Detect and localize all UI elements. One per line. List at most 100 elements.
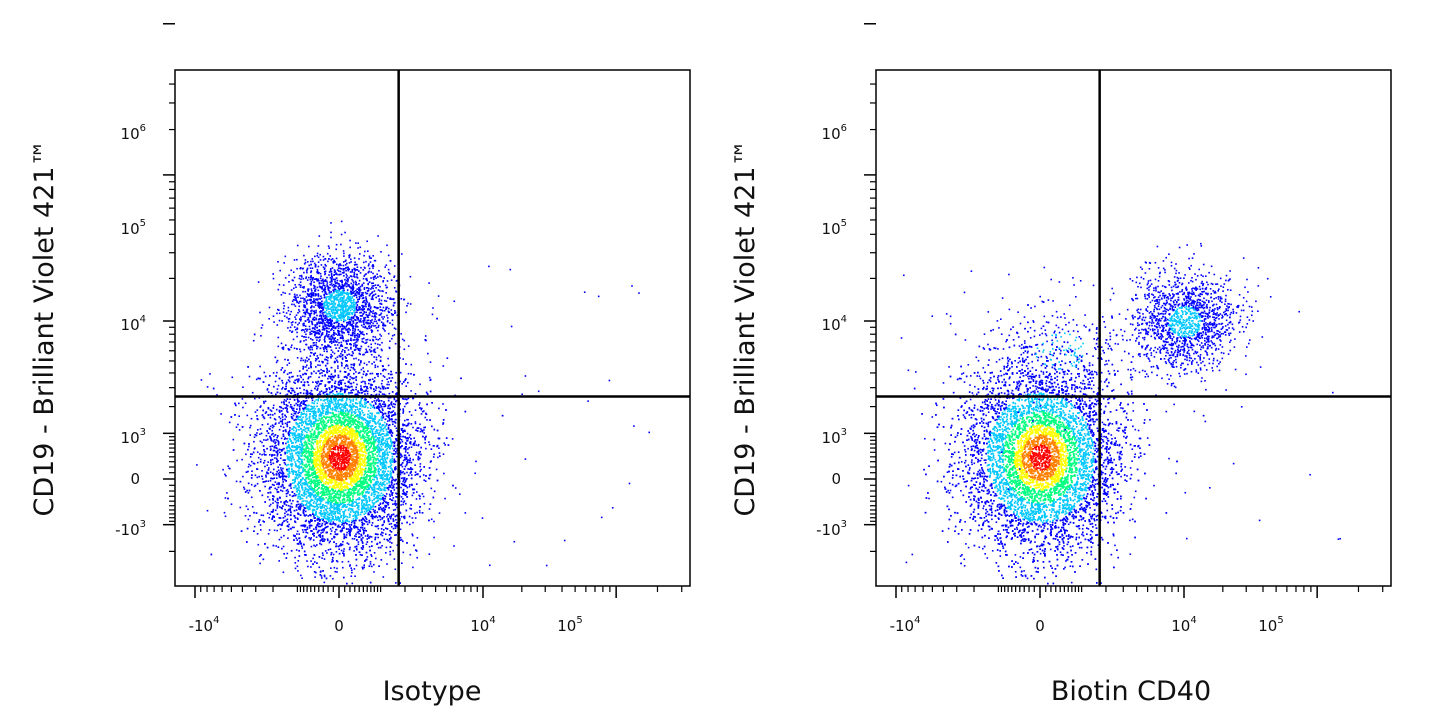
- event-dot: [351, 489, 353, 491]
- event-dot: [299, 453, 301, 455]
- event-dot: [346, 506, 348, 508]
- event-dot: [356, 414, 359, 416]
- event-dot: [306, 364, 308, 367]
- event-dot: [361, 502, 363, 504]
- event-dot: [373, 502, 376, 504]
- event-dot: [336, 496, 338, 499]
- event-dot: [342, 480, 345, 483]
- event-dot: [324, 550, 327, 552]
- event-dot: [349, 546, 351, 549]
- event-dot: [294, 567, 297, 570]
- event-dot: [303, 464, 306, 466]
- event-dot: [423, 502, 426, 505]
- event-dot: [334, 490, 337, 493]
- event-dot: [377, 484, 380, 487]
- event-dot: [323, 459, 326, 461]
- event-dot: [325, 445, 328, 448]
- event-dot: [394, 453, 396, 455]
- event-dot: [378, 507, 380, 509]
- event-dot: [312, 442, 314, 444]
- event-dot: [302, 531, 305, 533]
- event-dot: [335, 408, 337, 410]
- event-dot: [362, 433, 364, 436]
- event-dot: [336, 560, 339, 563]
- event-dot: [353, 364, 355, 367]
- event-dot: [251, 506, 254, 508]
- event-dot: [350, 567, 352, 569]
- event-dot: [306, 532, 309, 534]
- event-dot: [317, 410, 319, 412]
- event-dot: [359, 404, 361, 406]
- event-dot: [381, 393, 384, 395]
- event-dot: [338, 347, 341, 349]
- event-dot: [292, 389, 295, 392]
- event-dot: [303, 493, 306, 496]
- event-dot: [386, 442, 389, 444]
- event-dot: [348, 507, 351, 510]
- event-dot: [318, 566, 321, 569]
- event-dot: [400, 504, 402, 506]
- event-dot: [358, 418, 361, 420]
- event-dot: [291, 506, 294, 508]
- event-dot: [341, 399, 344, 402]
- event-dot: [325, 427, 327, 429]
- event-dot: [322, 478, 324, 480]
- event-dot: [303, 402, 305, 404]
- event-dot: [357, 493, 359, 495]
- event-dot: [325, 467, 328, 469]
- event-dot: [411, 494, 414, 497]
- event-dot: [337, 494, 340, 496]
- event-dot: [385, 493, 388, 495]
- event-dot: [366, 390, 369, 393]
- event-dot: [276, 388, 279, 390]
- event-dot: [196, 464, 198, 466]
- event-dot: [230, 503, 233, 505]
- event-dot: [303, 495, 305, 497]
- event-dot: [338, 477, 341, 479]
- event-dot: [365, 442, 368, 444]
- event-dot: [295, 537, 298, 539]
- event-dot: [327, 466, 329, 469]
- event-dot: [346, 429, 349, 431]
- event-dot: [308, 537, 310, 539]
- event-dot: [356, 480, 358, 482]
- event-dot: [310, 478, 312, 480]
- event-dot: [273, 435, 275, 438]
- event-dot: [298, 411, 301, 413]
- event-dot: [310, 545, 313, 548]
- event-dot: [402, 477, 404, 479]
- event-dot: [335, 494, 337, 497]
- event-dot: [319, 419, 322, 422]
- event-dot: [265, 476, 267, 478]
- event-dot: [356, 507, 359, 509]
- event-dot: [319, 441, 321, 443]
- event-dot: [259, 458, 262, 461]
- event-dot: [394, 403, 397, 406]
- event-dot: [332, 448, 335, 450]
- event-dot: [375, 429, 378, 431]
- event-dot: [382, 388, 385, 390]
- event-dot: [402, 501, 405, 503]
- event-dot: [383, 521, 385, 524]
- event-dot: [328, 448, 331, 451]
- event-dot: [312, 414, 315, 417]
- event-dot: [361, 566, 364, 569]
- event-dot: [392, 549, 394, 552]
- event-dot: [319, 444, 321, 447]
- event-dot: [291, 495, 294, 498]
- event-dot: [282, 487, 285, 489]
- event-dot: [301, 547, 304, 549]
- event-dot: [274, 509, 277, 512]
- event-dot: [285, 495, 288, 498]
- event-dot: [419, 497, 421, 500]
- event-dot: [274, 457, 276, 459]
- event-dot: [334, 380, 337, 383]
- event-dot: [271, 445, 274, 447]
- event-dot: [474, 472, 476, 475]
- event-dot: [306, 410, 308, 413]
- event-dot: [355, 376, 357, 379]
- event-dot: [407, 437, 409, 440]
- event-dot: [268, 467, 270, 469]
- event-dot: [298, 378, 300, 380]
- event-dot: [294, 517, 297, 519]
